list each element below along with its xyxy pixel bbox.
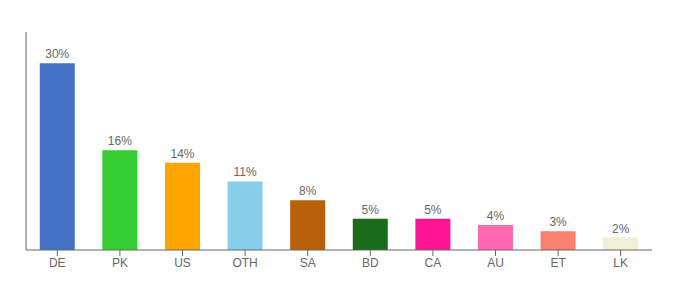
svg-text:3%: 3% bbox=[549, 215, 567, 229]
svg-text:SA: SA bbox=[300, 256, 316, 270]
svg-text:OTH: OTH bbox=[232, 256, 257, 270]
svg-text:8%: 8% bbox=[299, 184, 317, 198]
svg-text:30%: 30% bbox=[45, 47, 69, 61]
svg-text:US: US bbox=[174, 256, 191, 270]
svg-text:5%: 5% bbox=[362, 203, 380, 217]
svg-text:4%: 4% bbox=[487, 209, 505, 223]
svg-text:PK: PK bbox=[112, 256, 128, 270]
svg-text:14%: 14% bbox=[170, 147, 194, 161]
svg-text:ET: ET bbox=[550, 256, 566, 270]
svg-text:16%: 16% bbox=[108, 134, 132, 148]
svg-text:CA: CA bbox=[425, 256, 442, 270]
svg-text:BD: BD bbox=[362, 256, 379, 270]
svg-text:2%: 2% bbox=[612, 222, 630, 236]
svg-text:LK: LK bbox=[613, 256, 628, 270]
svg-text:11%: 11% bbox=[234, 165, 257, 179]
svg-text:DE: DE bbox=[49, 256, 66, 270]
svg-text:5%: 5% bbox=[424, 203, 442, 217]
svg-text:AU: AU bbox=[487, 256, 504, 270]
